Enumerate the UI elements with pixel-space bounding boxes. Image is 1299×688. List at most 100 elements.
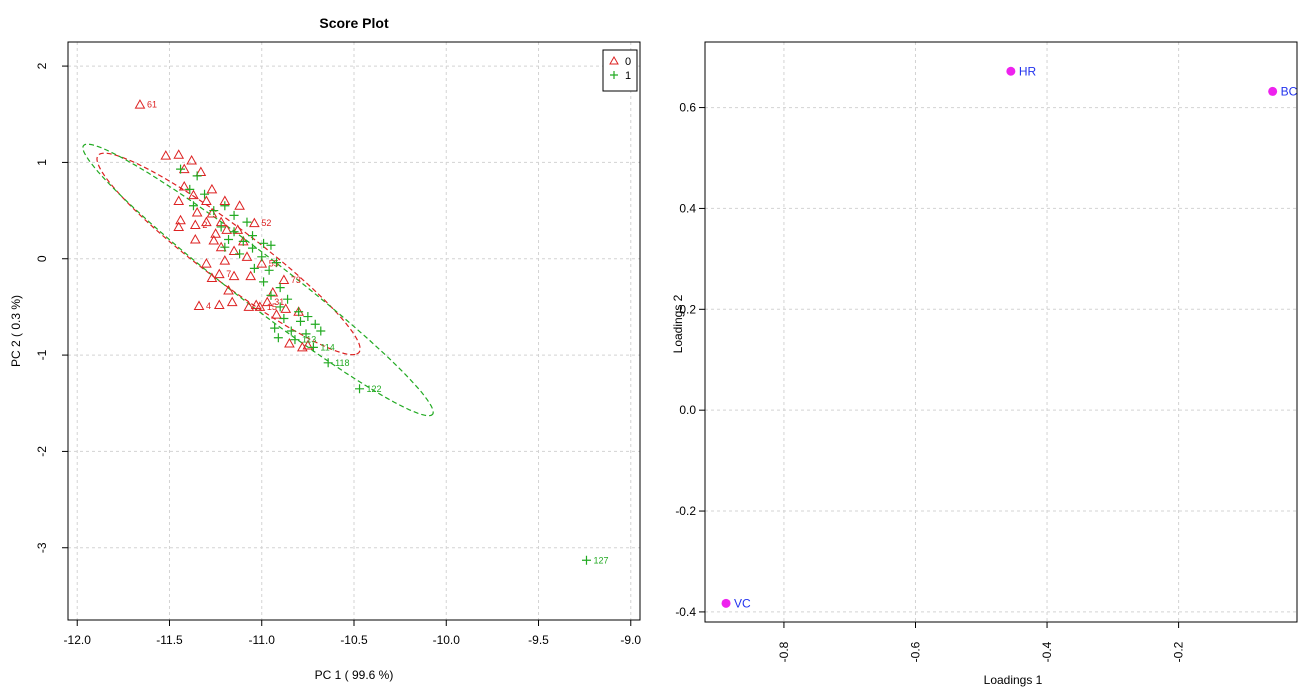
loadings-grid [705,42,1297,622]
score-point-triangle [254,301,266,311]
score-point-plus [257,252,267,262]
score-x-tick-label: -9.5 [528,633,549,647]
score-point-plus [264,265,274,275]
score-point-triangle [284,338,295,348]
loadings-point-label: HR [1019,64,1037,78]
loadings-points: HR BC VC [721,64,1297,610]
loadings-y-tick-label: 0.6 [679,101,696,115]
loadings-plot-frame [704,41,1298,623]
score-point-plus [188,201,198,211]
score-point-plus [192,171,202,181]
score-point-plus [283,294,293,304]
score-point-label: 73 [291,275,301,285]
loadings-y-tick-label: -0.2 [675,504,696,518]
loadings-plot: HR BC VC -0.8 -0.6 -0.4 -0.2 0.6 0.4 0.2 0.0 -0.2… [671,41,1298,687]
score-point-plus [259,238,269,248]
score-point-label: 31 [274,297,284,307]
score-point-triangle [201,216,212,227]
score-point-triangle [186,154,197,165]
score-point-plus [176,164,186,174]
score-point-triangle [221,224,233,234]
loadings-x-tick-label: -0.2 [1172,641,1186,662]
score-point-plus [224,234,234,244]
score-ellipses [82,143,434,417]
score-x-axis-label: PC 1 ( 99.6 %) [315,668,394,682]
score-point-plus [310,319,320,329]
score-point-label: 52 [261,218,271,228]
score-x-tick-label: -9.0 [620,633,641,647]
score-y-tick-label: -1 [35,349,49,360]
score-legend-marker-triangle [609,55,619,65]
score-point-triangle [189,219,201,230]
score-x-tick-label: -10.5 [340,633,368,647]
score-point-triangle [271,309,282,319]
score-grid [68,42,640,620]
loadings-y-axis-label: Loadings 2 [671,294,685,353]
score-point-plus [266,240,276,250]
score-point-triangle [173,195,185,205]
score-point-triangle [178,180,190,191]
loadings-point-label: VC [734,596,751,610]
score-point-plus [266,290,276,300]
score-point-plus [279,313,289,323]
score-point-triangle [175,214,186,225]
score-point-plus [303,312,313,322]
score-point-plus [301,329,311,339]
score-point-plus [286,326,296,336]
score-point-label: 127 [593,555,608,565]
score-point-triangle [134,99,146,109]
score-point-plus [270,323,280,333]
score-plot-title: Score Plot [319,15,389,31]
score-point-triangle [302,339,314,350]
score-x-tick-label: -11.5 [156,633,183,647]
score-point-label: 4 [206,301,211,311]
score-point-label: 122 [367,384,382,394]
score-point-plus [242,217,252,227]
score-point-plus [229,227,239,237]
score-point-plus [216,222,226,232]
loadings-y-axis: 0.6 0.4 0.2 0.0 -0.2 -0.4 [675,101,705,619]
score-point-triangle [213,268,225,279]
score-ellipse-series-0 [96,152,361,356]
score-point-plus [581,555,591,565]
loadings-y-tick-label: -0.4 [675,605,696,619]
loadings-x-axis-label: Loadings 1 [984,673,1043,687]
score-ellipse-series-1 [82,143,434,417]
loadings-point [1006,66,1016,76]
score-point-plus [249,263,259,273]
score-point-label: 118 [335,358,349,368]
score-point-triangle [226,296,238,307]
score-point-plus [185,184,195,194]
score-point-triangle [206,183,218,194]
loadings-x-tick-label: -0.4 [1040,641,1054,662]
score-point-plus [275,283,285,293]
score-x-tick-label: -11.0 [249,633,276,647]
score-point-triangle [278,274,290,284]
score-point-plus [200,189,210,199]
score-point-triangle [191,206,203,217]
score-point-triangle [213,299,225,309]
score-point-plus [235,249,245,259]
loadings-y-tick-label: 0.2 [679,302,696,316]
score-point-plus [248,243,258,253]
score-point-plus [316,326,326,336]
loadings-x-tick-label: -0.8 [777,641,791,662]
score-y-tick-label: -2 [35,446,49,457]
score-x-tick-label: -12.0 [64,633,92,647]
score-point-label: 7 [226,269,231,279]
loadings-point [1268,86,1278,96]
score-point-triangle [245,270,257,281]
score-y-tick-label: -3 [35,542,49,553]
score-point-triangle [201,258,212,268]
loadings-y-tick-label: 0.0 [679,403,696,417]
score-point-triangle [173,221,185,231]
loadings-point [721,598,731,608]
score-legend: 01 [602,49,638,92]
score-point-label: 55 [269,259,279,269]
score-y-axis-label: PC 2 ( 0.3 %) [9,295,23,367]
loadings-x-tick-label: -0.6 [908,641,922,662]
score-y-axis: 2 1 0 -1 -2 -3 [35,62,68,553]
